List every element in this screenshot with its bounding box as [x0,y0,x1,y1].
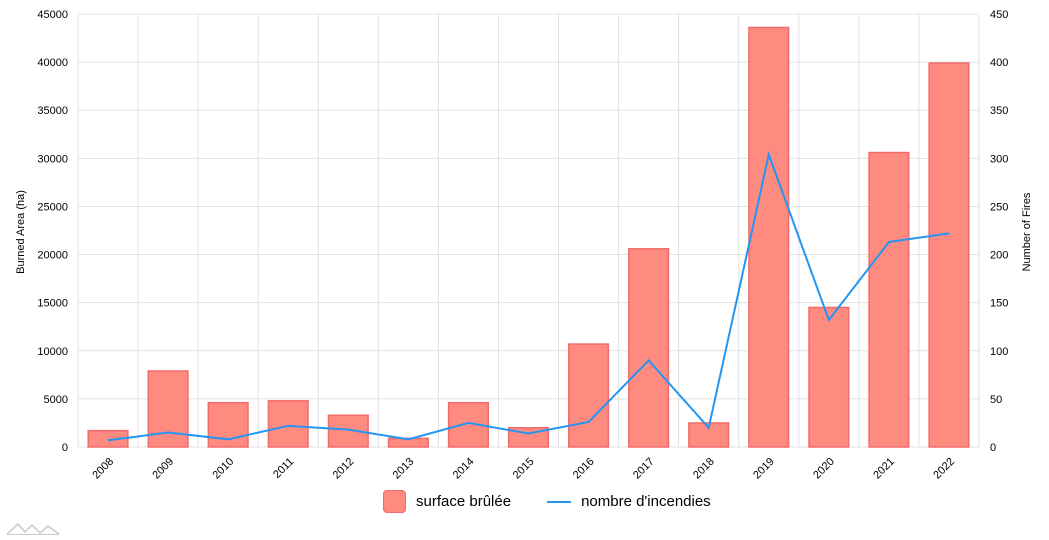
bar-2011[interactable] [267,400,309,448]
y-axis-title: Burned Area (ha) [15,190,27,274]
x-tick-label: 2020 [811,456,837,482]
y2-tick-label: 0 [990,442,996,454]
legend-item-fire-count[interactable]: nombre d'incendies [547,493,711,510]
left-axis-ticks: 0 5000 10000 15000 20000 25000 30000 35000 40000… [37,9,68,454]
x-tick-label: 2014 [451,456,477,482]
x-axis-ticks: 2008 2009 2010 2011 2012 2013 2014 2015 2016 2017… [90,456,957,482]
y-tick-label: 5000 [44,394,68,406]
line-fire-count[interactable] [107,150,950,442]
legend-item-burned-area[interactable]: surface brûlée [383,490,511,513]
y-tick-label: 15000 [37,298,68,310]
x-tick-label: 2017 [631,456,657,482]
bar-2016[interactable] [567,343,610,448]
bar-2017[interactable] [628,248,670,448]
y-tick-label: 10000 [37,346,68,358]
bar-2010[interactable] [207,401,249,448]
line-series [107,150,950,442]
y-tick-label: 0 [62,442,68,454]
chart-library-logo-icon [6,522,60,535]
y-tick-label: 35000 [37,105,68,117]
x-tick-label: 2022 [931,456,957,482]
y2-tick-label: 250 [990,201,1008,213]
bar-2009[interactable] [147,370,189,448]
right-axis-ticks: 0 50 100 150 200 250 300 350 400 450 [990,9,1008,454]
y2-axis-title: Number of Fires [1021,192,1033,271]
legend-label-burned-area: surface brûlée [416,493,512,510]
y-tick-label: 25000 [37,201,68,213]
y2-tick-label: 200 [990,250,1008,262]
x-tick-label: 2012 [331,456,357,482]
y-tick-label: 45000 [37,9,68,21]
gridlines [77,13,980,448]
y-tick-label: 40000 [37,57,68,69]
y2-tick-label: 150 [990,298,1008,310]
bar-2021[interactable] [868,151,910,448]
bar-2020[interactable] [808,306,850,448]
y2-tick-label: 350 [990,105,1008,117]
y2-tick-label: 50 [990,394,1002,406]
bar-2019[interactable] [748,26,790,448]
legend-bar-swatch [383,490,406,513]
y2-tick-label: 450 [990,9,1008,21]
legend-label-fire-count: nombre d'incendies [581,493,711,510]
x-tick-label: 2015 [511,456,537,482]
y2-tick-label: 400 [990,57,1008,69]
x-tick-label: 2009 [150,456,176,482]
y2-tick-label: 100 [990,346,1008,358]
legend-line-swatch [547,500,572,503]
x-tick-label: 2011 [271,456,296,481]
bar-2022[interactable] [928,62,970,448]
x-tick-label: 2019 [751,456,777,482]
x-tick-label: 2016 [571,456,597,482]
bar-2008[interactable] [87,429,129,448]
bar-series [87,26,970,448]
y2-tick-label: 300 [990,153,1008,165]
x-tick-label: 2018 [691,456,717,482]
y-tick-label: 20000 [37,250,68,262]
legend: surface brûlée nombre d'incendies [383,490,747,513]
x-tick-label: 2008 [90,456,116,482]
x-tick-label: 2021 [871,456,897,482]
x-tick-label: 2010 [210,456,236,482]
x-tick-label: 2013 [391,456,417,482]
y-tick-label: 30000 [37,153,68,165]
